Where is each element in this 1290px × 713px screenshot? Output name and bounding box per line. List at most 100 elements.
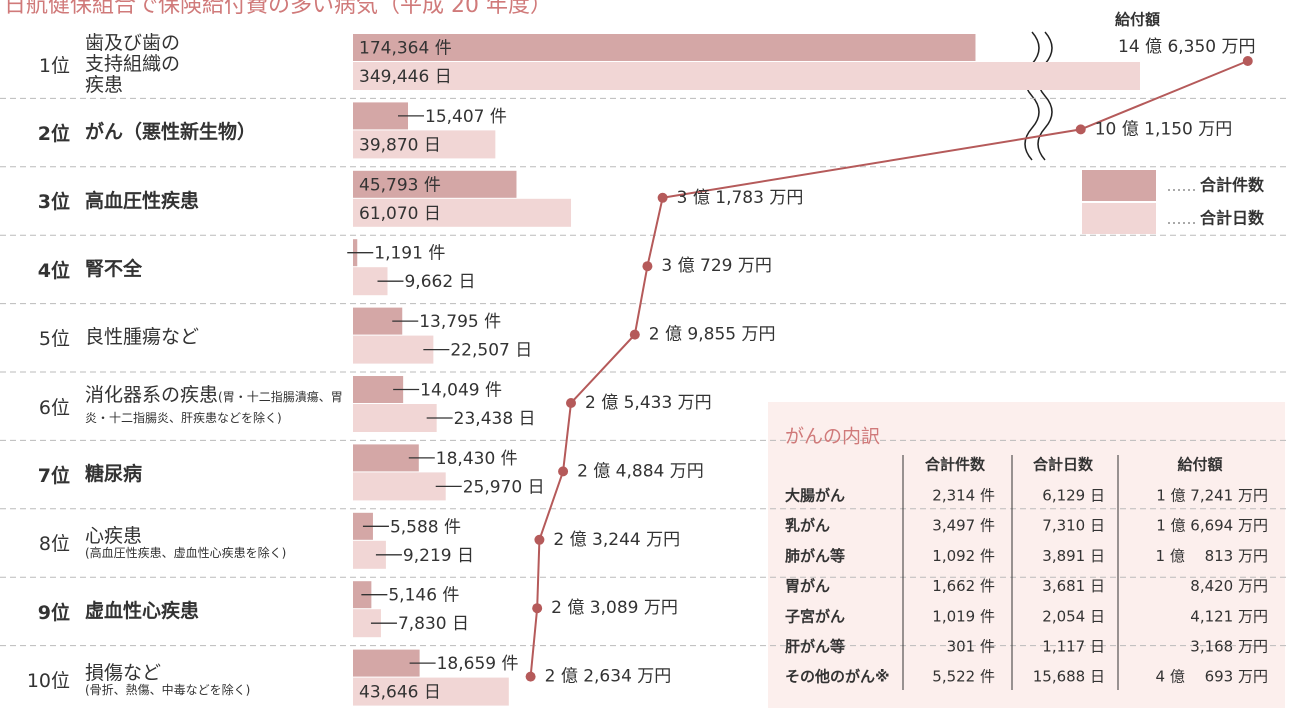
line-value-label: 2 億 3,244 万円 [553, 530, 680, 550]
table-cell: 4 億 693 万円 [1156, 668, 1268, 686]
table-cell: 4,121 万円 [1190, 607, 1268, 625]
bar-value-label: 45,793 件 [359, 175, 441, 195]
table-cell: 1 億 6,694 万円 [1156, 517, 1268, 535]
category-label: 歯及び歯の支持組織の疾患 [85, 30, 353, 98]
table-panel [768, 402, 1285, 708]
table-cell: 8,420 万円 [1190, 577, 1268, 595]
table-cell: 301 件 [947, 638, 995, 656]
category-name: 歯及び歯の支持組織の疾患 [85, 31, 181, 96]
bar [353, 62, 1140, 90]
bar-value-label: 22,507 日 [450, 341, 532, 361]
table-row-label: 大腸がん [785, 487, 845, 505]
table-row-label: 子宮がん [785, 607, 845, 625]
legend-label: 合計件数 [1200, 176, 1265, 195]
chart-title: 日航健保組合で保険給付費の多い病気（平成 20 年度） [4, 0, 552, 18]
table-row-label: 肺がん等 [785, 547, 845, 565]
category-label: 損傷など (骨折、熱傷、中毒などを除く) [85, 646, 353, 713]
table-title: がんの内訳 [785, 426, 880, 448]
axis-break [1037, 31, 1053, 161]
line-value-label: 3 億 1,783 万円 [677, 188, 804, 208]
rank-label: 1位 [38, 54, 70, 77]
category-label: 良性腫瘍など [85, 304, 353, 372]
bar-value-label: 43,646 日 [359, 683, 441, 703]
line-value-label: 2 億 5,433 万円 [585, 393, 712, 413]
line-legend-title: 給付額 [1115, 11, 1160, 29]
bar [353, 444, 419, 472]
table-row-label: 胃がん [785, 577, 830, 595]
axis-break [1024, 31, 1040, 161]
category-name: 良性腫瘍など [85, 326, 200, 349]
bar-value-label: 23,438 日 [454, 409, 536, 429]
line-point [558, 466, 569, 477]
bar-value-label: 5,146 件 [388, 586, 459, 606]
table-cell: 15,688 日 [1033, 668, 1105, 686]
category-note: (高血圧性疾患、虚血性心疾患を除く) [85, 545, 287, 560]
table-cell: 2,314 件 [932, 487, 995, 505]
table-cell: 1 億 813 万円 [1156, 547, 1268, 565]
table-cell: 1,117 日 [1042, 638, 1105, 656]
category-name: がん（悪性新生物） [85, 121, 257, 144]
bar [353, 130, 496, 159]
table-header: 給付額 [1177, 456, 1222, 474]
category-label: がん（悪性新生物） [85, 98, 353, 166]
table-cell: 1 億 7,241 万円 [1156, 487, 1268, 505]
category-text: 歯及び歯の支持組織の疾患 [85, 31, 353, 96]
rank-label: 4位 [37, 259, 70, 282]
bar-value-label: 7,830 日 [398, 614, 469, 634]
category-label: 腎不全 [85, 235, 353, 303]
rank-label: 9位 [37, 601, 70, 624]
line-point [657, 192, 668, 203]
bar-value-label: 1,191 件 [374, 244, 445, 264]
table-row-label: その他のがん※ [785, 668, 890, 686]
bar-value-label: 14,049 件 [420, 381, 502, 401]
line-value-label: 2 億 3,089 万円 [551, 598, 678, 618]
bar [353, 677, 509, 706]
category-text: 高血圧性疾患 [85, 189, 353, 212]
line-value-label: 2 億 9,855 万円 [649, 325, 776, 345]
category-note: (胃・十二指腸潰瘍、胃炎・十二指腸炎、肝疾患などを除く) [85, 390, 343, 426]
bar [353, 404, 437, 432]
bar-value-label: 9,219 日 [403, 546, 474, 566]
line-point [1075, 124, 1086, 135]
bar [353, 170, 517, 198]
category-name: 心疾患 [85, 524, 143, 547]
category-name: 糖尿病 [85, 463, 143, 486]
line-value-label: 3 億 729 万円 [661, 256, 771, 276]
category-text: 腎不全 [85, 257, 353, 280]
table-cell: 6,129 日 [1042, 487, 1105, 505]
category-name: 高血圧性疾患 [85, 189, 200, 212]
category-text: 損傷など (骨折、熱傷、中毒などを除く) [85, 662, 353, 697]
bar [353, 198, 572, 227]
category-name: 虚血性心疾患 [85, 599, 200, 622]
table-header: 合計件数 [924, 456, 986, 474]
table-row-label: 乳がん [785, 517, 830, 535]
category-name: 消化器系の疾患 [85, 384, 219, 407]
line-value-label: 10 億 1,150 万円 [1095, 119, 1233, 139]
table-cell: 5,522 件 [932, 668, 995, 686]
category-name: 腎不全 [85, 257, 143, 280]
category-text: 消化器系の疾患(胃・十二指腸潰瘍、胃炎・十二指腸炎、肝疾患などを除く) [85, 385, 353, 427]
legend-label: 合計日数 [1200, 209, 1265, 228]
category-label: 高血圧性疾患 [85, 167, 353, 235]
table-header: 合計日数 [1032, 456, 1094, 474]
rank-label: 6位 [38, 396, 70, 419]
line-value-label: 2 億 2,634 万円 [545, 667, 672, 687]
line-point [565, 398, 576, 408]
line-point [629, 329, 640, 340]
category-text: 糖尿病 [85, 464, 353, 485]
line-point [1242, 56, 1253, 66]
bar-value-label: 349,446 日 [359, 67, 452, 87]
bar-value-label: 15,407 件 [425, 107, 507, 127]
bar-value-label: 174,364 件 [359, 39, 452, 59]
category-label: 虚血性心疾患 [85, 577, 353, 645]
category-label: 糖尿病 [85, 440, 353, 508]
bar-value-label: 25,970 日 [463, 477, 545, 497]
table-cell: 3,497 件 [932, 517, 995, 535]
bar-value-label: 18,430 件 [436, 449, 518, 469]
category-label: 消化器系の疾患(胃・十二指腸潰瘍、胃炎・十二指腸炎、肝疾患などを除く) [85, 372, 353, 440]
category-label: 心疾患 (高血圧性疾患、虚血性心疾患を除く) [85, 509, 353, 577]
category-text: 良性腫瘍など [85, 327, 353, 348]
rank-label: 7位 [37, 465, 70, 488]
